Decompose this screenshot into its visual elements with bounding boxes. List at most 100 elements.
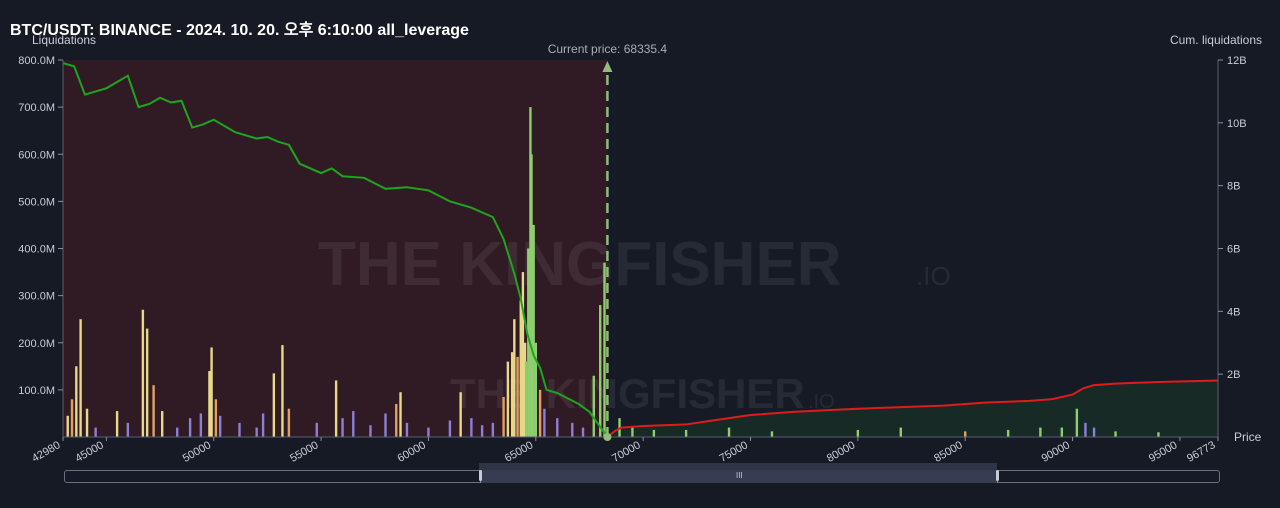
- liquidation-bar: [255, 427, 258, 437]
- liquidation-bar: [218, 415, 222, 437]
- y-tick-label: 200.0M: [18, 338, 55, 350]
- liquidation-bar: [521, 272, 525, 437]
- liquidation-bar: [581, 427, 585, 437]
- liquidation-bar: [399, 392, 402, 437]
- liquidation-bar: [631, 427, 634, 437]
- cum-long-line: [606, 379, 1219, 438]
- current-price-dot: [603, 433, 612, 441]
- liquidation-bar: [208, 371, 211, 437]
- y-tick-label: 100.0M: [18, 385, 55, 397]
- liquidation-bar: [534, 342, 537, 437]
- liquidation-bar: [510, 352, 514, 437]
- scroll-range-preview: [479, 463, 997, 471]
- liquidation-bar: [502, 396, 505, 437]
- watermark-large-suffix: .IO: [916, 261, 951, 291]
- chart-title: BTC/USDT: BINANCE - 2024. 10. 20. 오후 6:1…: [10, 22, 469, 39]
- liquidation-bar: [341, 418, 344, 437]
- range-scrollbar-thumb[interactable]: III: [479, 470, 999, 483]
- liquidation-bar: [856, 429, 860, 437]
- liquidation-bar: [115, 411, 119, 437]
- liquidation-bar: [281, 345, 284, 437]
- liquidation-bar: [395, 404, 398, 437]
- liquidation-bar: [188, 418, 192, 437]
- liquidation-bar: [543, 408, 546, 437]
- y-tick-label: 300.0M: [18, 291, 55, 303]
- liquidation-bar: [70, 399, 74, 437]
- liquidation-bar: [480, 425, 484, 437]
- watermark-small-suffix: .IO: [808, 391, 835, 413]
- liquidation-bar: [126, 422, 130, 437]
- liquidation-bar: [516, 356, 519, 437]
- liquidation-bar: [1006, 429, 1010, 437]
- liquidation-bar: [1084, 422, 1087, 437]
- x-tick-label: 95000: [1147, 439, 1179, 465]
- cum-short-line: [62, 62, 609, 438]
- x-tick-label: 65000: [503, 439, 535, 465]
- liquidation-bar: [94, 427, 97, 437]
- x-tick-label: 85000: [932, 439, 964, 465]
- x-tick-label: 60000: [395, 439, 427, 465]
- left-axis-caption: Liquidations: [32, 33, 97, 47]
- y2-tick-label: 6B: [1227, 244, 1240, 256]
- right-range-handle[interactable]: [996, 470, 999, 481]
- liquidation-bar: [369, 425, 372, 437]
- x-tick-label: 96773: [1185, 439, 1217, 465]
- liquidation-bar: [459, 392, 462, 437]
- liquidation-bar: [770, 431, 774, 437]
- liquidation-bar: [334, 380, 338, 437]
- liquidation-bar: [530, 154, 533, 437]
- liquidation-bar: [427, 427, 430, 437]
- liquidation-bar: [1060, 427, 1064, 437]
- long-side-fill: [607, 380, 1218, 437]
- liquidation-bar: [727, 427, 731, 437]
- liquidation-bar: [160, 411, 164, 437]
- x-axis-caption: Price: [1234, 430, 1262, 444]
- liquidation-bar: [524, 361, 528, 437]
- y-tick-label: 700.0M: [18, 102, 55, 114]
- liquidation-bar: [405, 422, 409, 437]
- liquidation-bars: [66, 107, 1160, 437]
- cumulative-lines: [62, 62, 1219, 438]
- liquidation-bar: [1039, 427, 1042, 437]
- liquidation-bar: [506, 361, 510, 437]
- x-tick-label: 45000: [73, 439, 105, 465]
- liquidation-bar: [176, 427, 179, 437]
- x-tick-label: 75000: [718, 439, 750, 465]
- liquidation-bar: [315, 422, 318, 437]
- x-tick-label: 50000: [181, 439, 213, 465]
- liquidation-bar: [75, 366, 78, 437]
- liquidation-bar: [532, 224, 535, 437]
- liquidation-bar: [603, 262, 606, 437]
- x-tick-label: 90000: [1040, 439, 1072, 465]
- liquidation-bar: [214, 399, 218, 437]
- liquidation-bar: [519, 300, 522, 437]
- current-price-label: Current price: 68335.4: [548, 42, 668, 56]
- range-scrollbar[interactable]: III: [64, 470, 1220, 483]
- y-tick-label: 600.0M: [18, 149, 55, 161]
- liquidation-bar: [261, 413, 265, 437]
- liquidation-bar: [599, 305, 602, 437]
- liquidation-bar: [513, 319, 516, 437]
- liquidation-bar: [79, 319, 82, 437]
- liquidation-bar: [899, 427, 903, 437]
- left-range-handle[interactable]: [479, 470, 482, 481]
- watermark-small: THE KINGFISHER: [450, 370, 805, 417]
- y2-tick-label: 8B: [1227, 181, 1240, 193]
- x-tick-label: 80000: [825, 439, 857, 465]
- liquidation-bar: [964, 431, 967, 437]
- liquidation-bar: [448, 420, 452, 437]
- watermark: THE KINGFISHER .IO THE KINGFISHER .IO: [318, 230, 951, 417]
- liquidation-bar: [352, 411, 355, 437]
- liquidation-bar: [199, 413, 203, 437]
- liquidation-bar: [238, 422, 241, 437]
- y-tick-label: 800.0M: [18, 55, 55, 67]
- liquidation-bar: [152, 385, 155, 437]
- y2-tick-label: 2B: [1227, 369, 1240, 381]
- liquidation-bar: [1092, 427, 1096, 437]
- liquidation-bar: [1114, 431, 1117, 437]
- x-tick-label: 55000: [288, 439, 320, 465]
- liquidation-bar: [491, 422, 495, 437]
- y-tick-label: 400.0M: [18, 244, 55, 256]
- liquidation-bar: [592, 375, 595, 437]
